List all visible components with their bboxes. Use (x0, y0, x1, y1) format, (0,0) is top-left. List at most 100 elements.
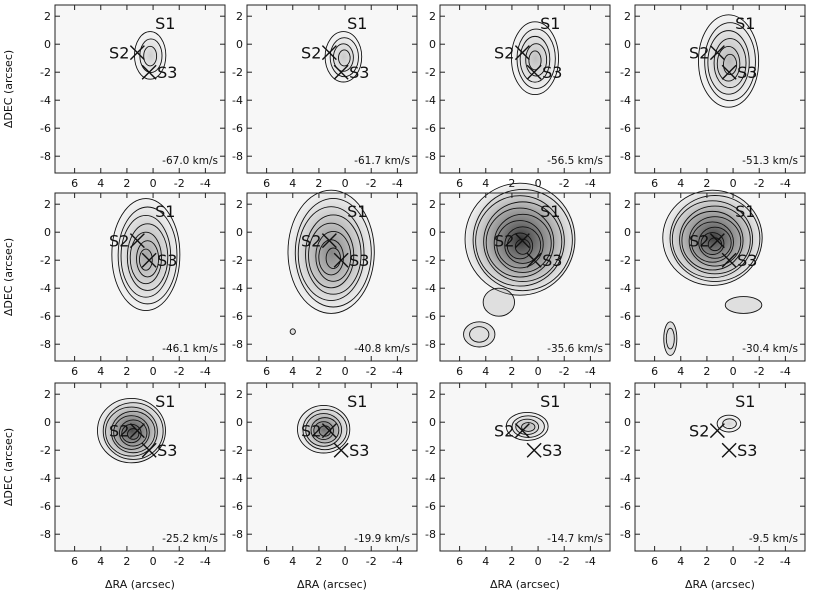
contour-line (528, 50, 542, 71)
contour-line (464, 182, 576, 296)
channel-panel: S1 S2 S3 6 4 2 0 -2 -4 2 0 -2 -4 -6 -8 -46.1 km/s ΔDEC (… (2, 192, 226, 378)
source-marker-s3 (333, 64, 349, 80)
y-tick-label: -4 (620, 94, 631, 107)
velocity-label: -56.5 km/s (547, 155, 603, 167)
contour-line (469, 326, 490, 343)
emission-fill (288, 190, 376, 314)
velocity-label: -9.5 km/s (749, 533, 798, 545)
y-tick-label: -4 (425, 472, 436, 485)
emission-fill (506, 412, 549, 441)
x-tick-label: 0 (535, 365, 542, 378)
source-marker-s3 (141, 442, 157, 458)
contour-line (483, 201, 563, 283)
channel-panel: S1 S2 S3 6 4 2 0 -2 -4 2 0 -2 -4 -6 -8 -35.6 km/s (425, 182, 611, 378)
source-label-s3: S3 (349, 441, 369, 460)
y-tick-label: 2 (624, 10, 631, 23)
x-tick-label: 4 (289, 177, 296, 190)
source-marker-s3 (721, 64, 737, 80)
velocity-label: -61.7 km/s (354, 155, 410, 167)
y-tick-label: -8 (425, 528, 436, 541)
x-tick-label: 2 (315, 177, 322, 190)
contour-line (105, 406, 158, 457)
emission-fill (325, 31, 363, 82)
y-tick-label: -6 (232, 310, 243, 323)
contour-line (315, 231, 352, 282)
y-tick-label: 2 (44, 10, 51, 23)
y-tick-label: 2 (44, 388, 51, 401)
y-tick-label: 0 (624, 226, 631, 239)
x-tick-label: 6 (651, 365, 658, 378)
y-tick-label: -6 (425, 310, 436, 323)
emission-fill (699, 14, 760, 108)
x-tick-label: 6 (71, 177, 78, 190)
x-tick-label: -2 (174, 177, 185, 190)
source-label-s2: S2 (494, 422, 514, 441)
contour-line (143, 45, 158, 67)
source-label-s3: S3 (542, 63, 562, 82)
y-tick-label: 2 (624, 198, 631, 211)
contour-line (681, 210, 744, 271)
x-tick-label: -2 (366, 555, 377, 568)
x-tick-label: -2 (366, 365, 377, 378)
source-label-s1: S1 (540, 202, 560, 221)
x-tick-label: 2 (703, 555, 710, 568)
y-tick-label: -4 (232, 472, 243, 485)
y-tick-label: -2 (40, 66, 51, 79)
contour-line (102, 402, 164, 460)
source-marker-s3 (141, 252, 157, 268)
y-tick-label: 0 (624, 38, 631, 51)
x-tick-label: 0 (730, 365, 737, 378)
source-label-s1: S1 (155, 202, 175, 221)
contour-line (308, 222, 355, 289)
y-tick-label: 0 (236, 38, 243, 51)
contour-line (525, 43, 548, 77)
contour-line (723, 53, 738, 76)
velocity-label: -51.3 km/s (742, 155, 798, 167)
x-tick-label: 6 (456, 365, 463, 378)
source-marker-s3 (141, 64, 157, 80)
y-tick-label: -4 (425, 94, 436, 107)
y-tick-label: -8 (232, 528, 243, 541)
channel-panel: S1 S2 S3 6 4 2 0 -2 -4 2 0 -2 -4 -6 -8 -14.7 km/s ΔRA (a… (425, 382, 611, 591)
source-label-s1: S1 (540, 14, 560, 33)
source-label-s2: S2 (494, 44, 514, 63)
contour-line (671, 200, 754, 279)
contour-line (716, 45, 741, 82)
source-label-s3: S3 (737, 441, 757, 460)
source-label-s1: S1 (347, 14, 367, 33)
x-tick-label: -2 (559, 365, 570, 378)
y-tick-label: 0 (624, 416, 631, 429)
x-tick-label: -4 (585, 177, 596, 190)
x-tick-label: 0 (730, 177, 737, 190)
panel-frame (246, 4, 418, 174)
source-label-s3: S3 (542, 441, 562, 460)
y-tick-label: -8 (40, 338, 51, 351)
contour-line (716, 414, 742, 433)
panel-frame (439, 4, 611, 174)
x-tick-label: 2 (123, 365, 130, 378)
x-tick-label: 2 (123, 177, 130, 190)
contour-line (485, 207, 555, 278)
contour-line (700, 232, 725, 255)
contour-line (688, 216, 742, 267)
source-label-s3: S3 (349, 251, 369, 270)
y-tick-label: -2 (40, 254, 51, 267)
x-tick-label: 2 (123, 555, 130, 568)
panel-frame (634, 192, 806, 362)
source-marker-s3 (333, 252, 349, 268)
x-tick-label: -4 (392, 177, 403, 190)
velocity-label: -67.0 km/s (162, 155, 218, 167)
source-label-s2: S2 (301, 232, 321, 251)
y-tick-label: -4 (232, 94, 243, 107)
source-marker-s2 (514, 233, 530, 249)
contour-line (521, 422, 536, 432)
source-label-s1: S1 (155, 14, 175, 33)
contour-line (482, 287, 515, 317)
y-tick-label: 2 (429, 388, 436, 401)
y-tick-label: 0 (236, 226, 243, 239)
source-marker-s2 (129, 45, 145, 61)
source-marker-s2 (321, 45, 337, 61)
contour-line (679, 205, 751, 275)
contour-line (294, 198, 372, 308)
